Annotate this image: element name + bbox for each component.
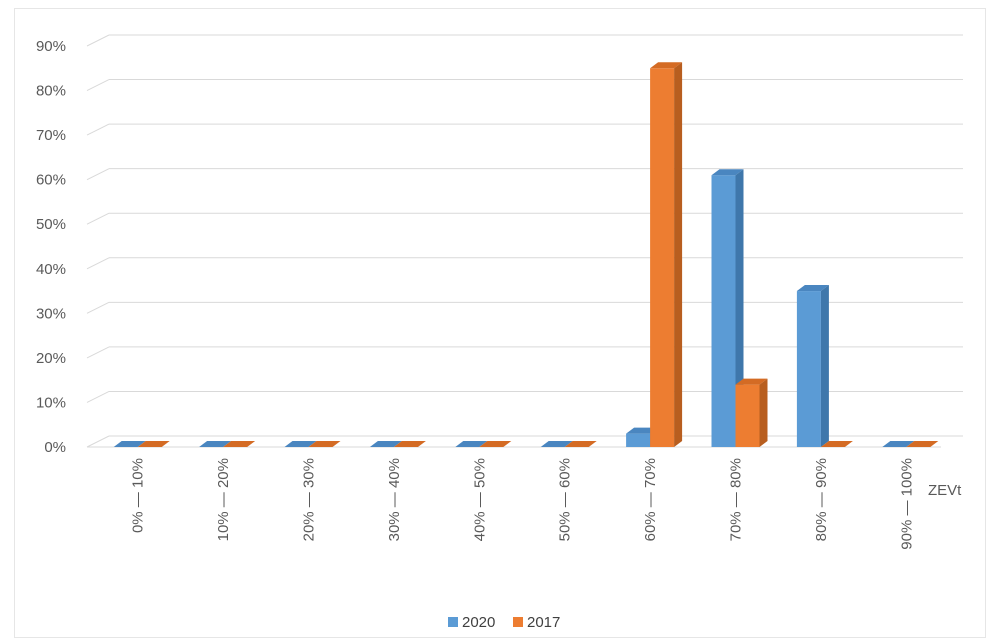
bar-top <box>199 441 232 447</box>
x-axis-label: ZEVt <box>928 482 962 499</box>
bar-2020-1 <box>199 441 232 447</box>
bar-2017-4 <box>479 441 512 447</box>
bars <box>113 62 939 448</box>
bar-top <box>906 441 939 447</box>
gridline-side <box>86 301 110 314</box>
bar-2017-2 <box>308 441 341 447</box>
bar-top <box>113 441 146 447</box>
x-tick-label: 50% — 60% <box>557 458 574 541</box>
y-tick-label: 60% <box>36 172 66 189</box>
bar-top <box>369 441 402 447</box>
legend-item-2017: 2017 <box>513 614 560 631</box>
bar-top <box>223 441 256 447</box>
gridline-side <box>86 212 110 225</box>
bar-top <box>796 285 829 292</box>
x-tick-label: 40% — 50% <box>471 458 488 541</box>
bar-2020-4 <box>455 441 488 447</box>
gridlines <box>86 34 963 448</box>
x-tick-label: 70% — 80% <box>728 458 745 541</box>
legend-item-2020: 2020 <box>448 614 495 631</box>
x-tick-label: 10% — 20% <box>215 458 232 541</box>
bar-top <box>284 441 317 447</box>
bar-2020-2 <box>284 441 317 447</box>
legend-swatch <box>513 617 523 627</box>
bar-2017-9 <box>906 441 939 447</box>
bar-front <box>626 433 651 447</box>
y-tick-label: 50% <box>36 216 66 233</box>
y-tick-label: 70% <box>36 127 66 144</box>
bar-top <box>820 441 853 447</box>
gridline-side <box>86 346 110 359</box>
gridline-side <box>86 34 110 47</box>
bar-2020-5 <box>540 441 573 447</box>
gridline-side <box>86 257 110 270</box>
gridline-side <box>86 79 110 92</box>
x-tick-label: 80% — 90% <box>813 458 830 541</box>
bar-top <box>882 441 915 447</box>
bar-top <box>564 441 597 447</box>
bar-top <box>711 169 744 176</box>
bar-top <box>308 441 341 447</box>
legend: 2020 2017 <box>448 614 560 631</box>
gridline-side <box>86 123 110 136</box>
bar-2020-0 <box>113 441 146 447</box>
bar-2020-3 <box>369 441 402 447</box>
y-axis-ticks: 0% 10% 20% 30% 40% 50% 60% 70% 80% 90% <box>36 38 66 456</box>
bar-top <box>540 441 573 447</box>
x-tick-label: 0% — 10% <box>130 458 147 533</box>
bar-2017-0 <box>137 441 170 447</box>
x-axis-ticks: 0% — 10% 10% — 20% 20% — 30% 30% — 40% 40% —… <box>130 458 916 550</box>
bar-top <box>650 62 683 69</box>
bar-side <box>759 378 768 447</box>
bar-front <box>650 68 675 448</box>
x-tick-label: 20% — 30% <box>301 458 318 541</box>
y-tick-label: 0% <box>44 439 66 456</box>
gridline-side <box>86 435 110 448</box>
bar-top <box>479 441 512 447</box>
y-tick-label: 30% <box>36 305 66 322</box>
legend-label: 2017 <box>527 614 560 631</box>
bar-2017-7 <box>735 378 768 447</box>
bar-top <box>393 441 426 447</box>
y-tick-label: 40% <box>36 261 66 278</box>
x-tick-label: 30% — 40% <box>386 458 403 541</box>
y-tick-label: 10% <box>36 394 66 411</box>
bar-2017-5 <box>564 441 597 447</box>
bar-2017-8 <box>820 441 853 447</box>
x-tick-label: 90% — 100% <box>898 458 915 550</box>
bar-side <box>820 285 829 447</box>
bar-2017-3 <box>393 441 426 447</box>
bar-front <box>711 175 736 447</box>
legend-label: 2020 <box>462 614 495 631</box>
y-tick-label: 20% <box>36 350 66 367</box>
chart-frame <box>14 8 986 638</box>
bar-front <box>735 384 760 447</box>
bar-2020-9 <box>882 441 915 447</box>
bar-2020-7 <box>711 169 744 447</box>
gridline-side <box>86 390 110 403</box>
legend-swatch <box>448 617 458 627</box>
bar-2017-1 <box>223 441 256 447</box>
bar-top <box>137 441 170 447</box>
bar-2020-8 <box>796 285 829 447</box>
x-tick-label: 60% — 70% <box>642 458 659 541</box>
bar-top <box>455 441 488 447</box>
bar-2017-6 <box>650 62 683 448</box>
y-tick-label: 90% <box>36 38 66 55</box>
bar-top <box>735 378 768 385</box>
bar-front <box>796 291 821 447</box>
bar-side <box>735 169 744 447</box>
bar-side <box>674 62 683 448</box>
y-tick-label: 80% <box>36 83 66 100</box>
gridline-side <box>86 168 110 181</box>
